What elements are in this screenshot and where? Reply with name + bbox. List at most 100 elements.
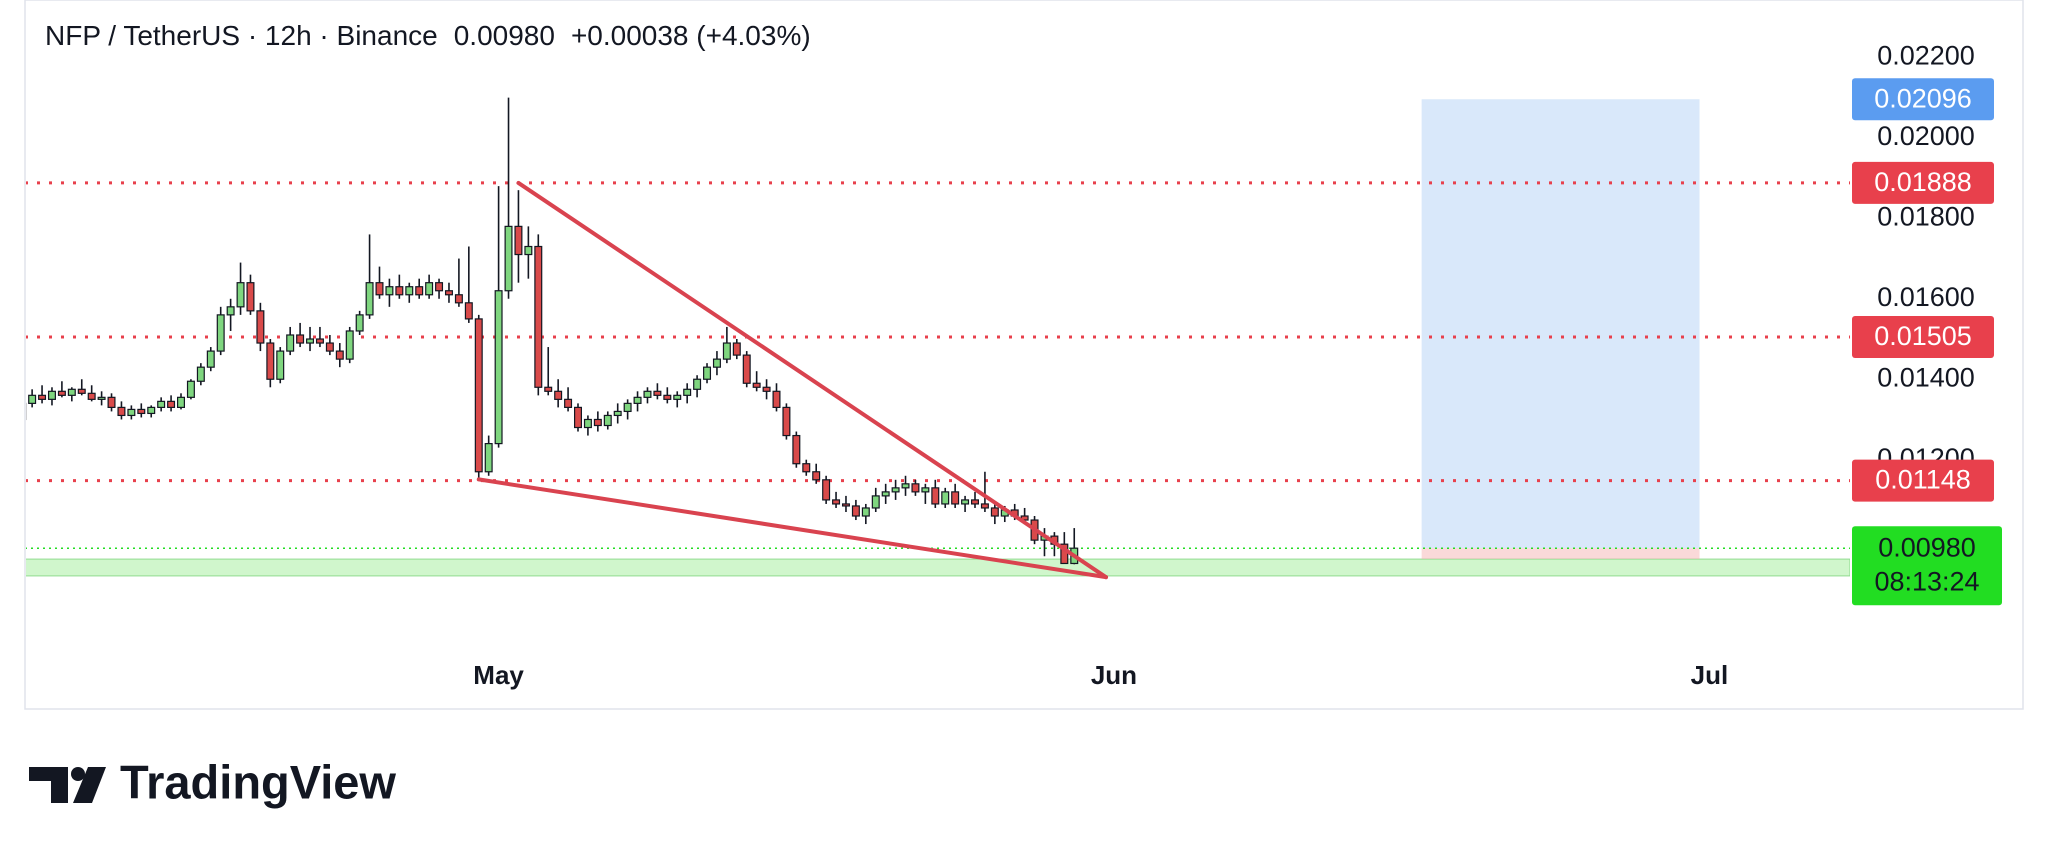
candle-body <box>564 398 573 408</box>
candle-body <box>703 366 712 380</box>
candle-body <box>474 318 483 473</box>
support-zone <box>26 558 1850 577</box>
candle-body <box>206 350 215 368</box>
candle-body <box>722 342 731 360</box>
x-tick-label: Jul <box>1691 660 1729 690</box>
candle-body <box>216 314 225 352</box>
candle-body <box>871 495 880 509</box>
candle-body <box>306 338 315 344</box>
candle-body <box>325 342 334 352</box>
brand-name: TradingView <box>120 755 396 808</box>
candle-body <box>454 294 463 304</box>
candle-body <box>425 282 434 296</box>
candle-body <box>752 382 761 388</box>
candle-body <box>653 390 662 396</box>
candle-body <box>861 507 870 517</box>
candle-body <box>256 310 265 344</box>
candle-body <box>673 394 682 400</box>
candle-body <box>167 400 176 408</box>
candle-body <box>226 306 235 316</box>
candle-body <box>712 358 721 368</box>
y-tick-label: 0.01800 <box>1877 201 1975 231</box>
candle-body <box>276 350 285 380</box>
logo-slash <box>73 767 106 803</box>
y-tick-label: 0.02000 <box>1877 121 1975 151</box>
last-price-badge-bg <box>1852 526 2002 606</box>
candle-body <box>97 396 106 400</box>
candle-body <box>921 487 930 493</box>
candle-body <box>365 282 374 316</box>
chart-frame <box>24 0 2024 710</box>
candle-body <box>444 290 453 296</box>
candle-body <box>683 388 692 396</box>
candle-body <box>47 390 56 400</box>
price-badge: 0.01888 <box>1874 167 1972 197</box>
candle-body <box>296 334 305 344</box>
candle-body <box>514 225 523 256</box>
candle-body <box>117 406 126 417</box>
candle-body <box>990 507 999 517</box>
candle-body <box>901 483 910 489</box>
logo-t <box>29 767 68 803</box>
candle-body <box>67 388 76 396</box>
candle-body <box>435 282 444 292</box>
candle-body <box>633 396 642 404</box>
header-price: 0.00980 <box>454 20 555 51</box>
candle-body <box>643 390 652 398</box>
candle-body <box>583 418 592 429</box>
candle-body <box>464 302 473 320</box>
candle-body <box>494 290 503 445</box>
y-tick-label: 0.01600 <box>1877 282 1975 312</box>
candle-body <box>841 503 850 507</box>
candle-body <box>941 491 950 505</box>
candle-body <box>573 406 582 429</box>
candle-body <box>385 286 394 296</box>
candle-body <box>355 314 364 332</box>
plot-area <box>26 97 1850 580</box>
candle-body <box>851 505 860 517</box>
position-stop-area <box>1421 548 1700 560</box>
price-axis: 0.022000.020000.018000.016000.014000.012… <box>473 41 2002 690</box>
candle-body <box>693 378 702 390</box>
x-tick-label: Jun <box>1091 660 1137 690</box>
candle-body <box>177 396 186 408</box>
candle-body <box>891 487 900 493</box>
candle-body <box>38 394 47 400</box>
candle-body <box>613 410 622 417</box>
candle-body <box>127 408 136 417</box>
x-tick-label: May <box>473 660 524 690</box>
brand-logo <box>29 767 106 803</box>
candle-body <box>395 286 404 296</box>
candle-body <box>822 479 831 501</box>
price-badge-bg <box>1852 316 1994 359</box>
candle-body <box>266 342 275 380</box>
candle-body <box>593 418 602 427</box>
price-badge-bg <box>1852 459 1994 502</box>
candle-body <box>405 286 414 296</box>
candle-body <box>415 286 424 296</box>
candle-body <box>335 350 344 360</box>
candle-body <box>77 388 86 394</box>
header-change: +0.00038 (+4.03%) <box>571 20 811 51</box>
candle-body <box>504 225 513 292</box>
candle-body <box>980 503 989 509</box>
candle-body <box>782 406 791 437</box>
candle-body <box>732 342 741 356</box>
candle-body <box>186 380 195 398</box>
candle-body <box>534 245 543 388</box>
price-badge-bg <box>1852 78 1994 121</box>
trendline <box>516 180 1109 580</box>
candle-body <box>57 390 66 396</box>
candle-body <box>951 491 960 505</box>
position-target-area <box>1421 99 1700 549</box>
candle-body <box>286 334 295 352</box>
symbol-title: NFP / TetherUS · 12h · Binance <box>45 20 438 51</box>
candle-body <box>147 406 156 415</box>
candle-body <box>742 354 751 384</box>
candle-body <box>772 390 781 408</box>
last-price-badge: 0.00980 <box>1878 532 1976 562</box>
candle-body <box>970 499 979 505</box>
price-badge: 0.02096 <box>1874 83 1972 113</box>
candle-body <box>315 338 324 344</box>
candle-body <box>236 282 245 308</box>
